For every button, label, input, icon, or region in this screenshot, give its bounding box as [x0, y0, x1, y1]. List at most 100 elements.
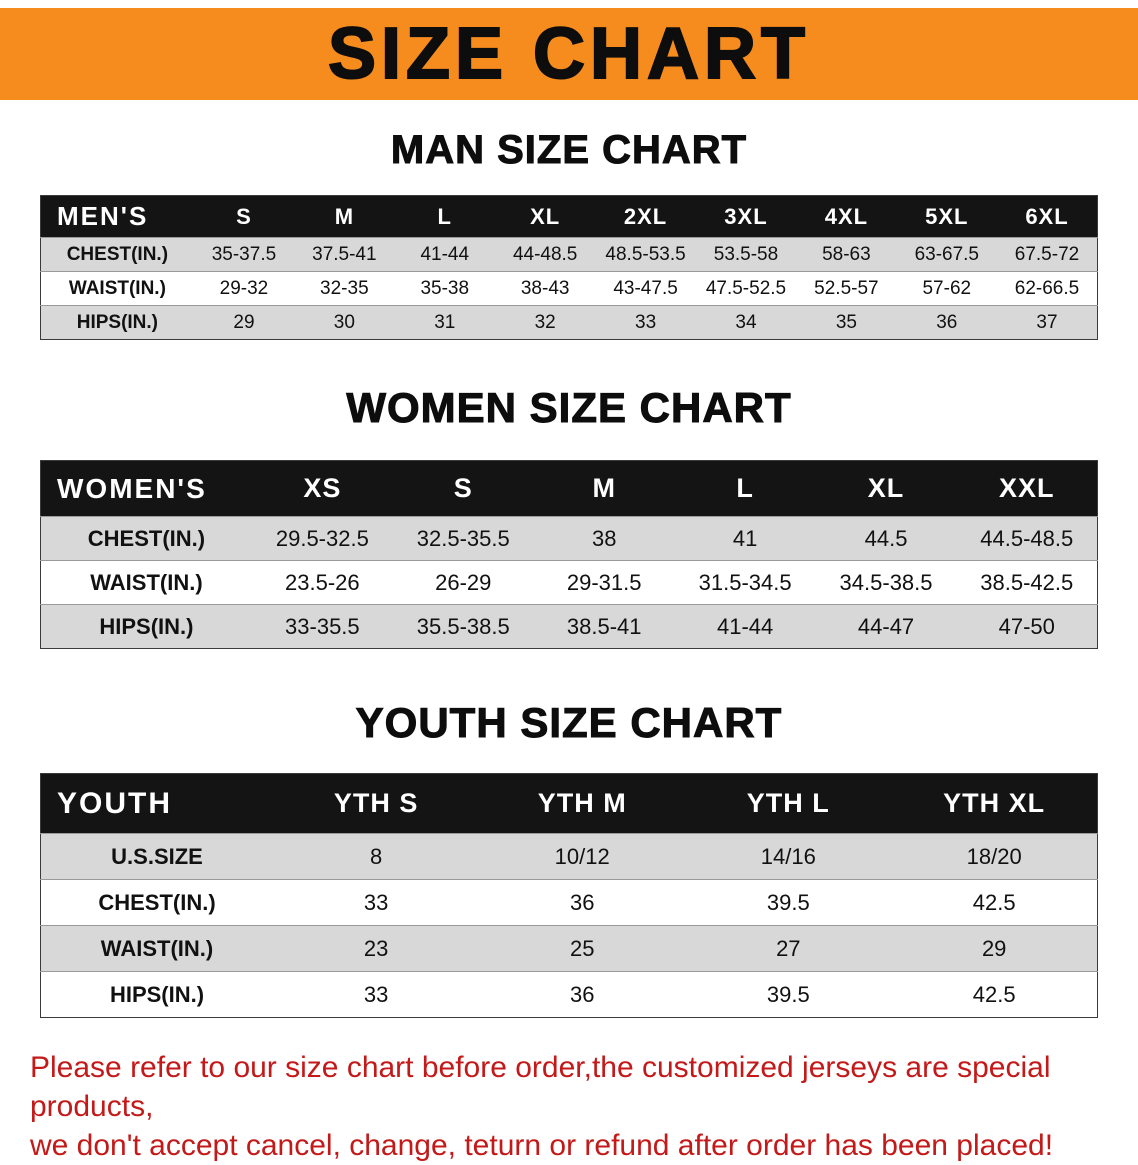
- size-header-cell: M: [334, 203, 355, 229]
- row-label-cell: HIPS(IN.): [76, 311, 159, 333]
- size-value-cell: 52.5-57: [814, 277, 879, 299]
- row-label-cell: WAIST(IN.): [100, 935, 214, 961]
- size-header-cell: L: [736, 473, 754, 503]
- size-header-cell: 4XL: [824, 203, 869, 229]
- size-header-cell: 6XL: [1025, 203, 1069, 229]
- table-row: WAIST(IN.) 29-32 32-35 35-38 38-43 43-47.5 47.…: [40, 271, 1098, 306]
- size-value-cell: 31: [434, 311, 456, 333]
- size-header-cell: XL: [867, 473, 905, 503]
- size-value-cell: 30: [333, 311, 355, 333]
- size-value-cell: 41-44: [716, 613, 774, 639]
- table-row: HIPS(IN.) 29 30 31 32 33 34 35 36 37: [40, 305, 1098, 340]
- size-value-cell: 33: [635, 311, 657, 333]
- size-value-cell: 29: [233, 311, 255, 333]
- size-header-cell: L: [437, 203, 452, 229]
- size-value-cell: 38-43: [520, 277, 570, 299]
- disclaimer-note: Please refer to our size chart before or…: [30, 1048, 1115, 1165]
- table-row: WAIST(IN.) 23.5-26 26-29 29-31.5 31.5-34.5 34…: [40, 560, 1098, 605]
- size-value-cell: 36: [569, 889, 595, 915]
- size-header-cell: S: [453, 473, 473, 503]
- size-header-cell: XS: [303, 473, 342, 503]
- size-value-cell: 31.5-34.5: [698, 569, 792, 595]
- size-value-cell: 36: [936, 311, 958, 333]
- size-value-cell: 47-50: [998, 613, 1055, 639]
- size-header-cell: M: [592, 473, 616, 503]
- size-value-cell: 14/16: [760, 843, 816, 869]
- size-value-cell: 10/12: [554, 843, 610, 869]
- youth-size-section: YOUTH SIZE CHART YOUTH YTH S YTH M YTH L YTH…: [0, 699, 1138, 1018]
- size-value-cell: 33: [363, 981, 389, 1007]
- size-value-cell: 35-37.5: [211, 243, 277, 265]
- table-header-row: WOMEN'S XS S M L XL XXL: [40, 460, 1098, 517]
- banner-title: SIZE CHART: [327, 14, 810, 94]
- size-value-cell: 67.5-72: [1014, 243, 1080, 265]
- size-value-cell: 8: [369, 843, 383, 869]
- size-value-cell: 34.5-38.5: [839, 569, 933, 595]
- size-value-cell: 44-47: [857, 613, 915, 639]
- table-row: CHEST(IN.) 35-37.5 37.5-41 41-44 44-48.5 48.5…: [40, 237, 1098, 272]
- row-label-cell: WAIST(IN.): [68, 277, 166, 299]
- size-value-cell: 29: [981, 935, 1007, 961]
- women-size-section: WOMEN SIZE CHART WOMEN'S XS S M L XL XXL CHEST(…: [0, 384, 1138, 649]
- women-size-chart-heading: WOMEN SIZE CHART: [346, 384, 792, 432]
- banner: SIZE CHART: [0, 8, 1138, 100]
- size-value-cell: 29.5-32.5: [275, 525, 369, 551]
- disclaimer-line-1: Please refer to our size chart before or…: [30, 1051, 1051, 1123]
- size-value-cell: 48.5-53.5: [605, 243, 686, 265]
- size-value-cell: 42.5: [972, 981, 1016, 1007]
- size-header-cell: YTH S: [333, 788, 419, 818]
- table-row: CHEST(IN.) 29.5-32.5 32.5-35.5 38 41 44.5 44.5…: [40, 516, 1098, 561]
- size-header-cell: XL: [530, 203, 561, 229]
- size-value-cell: 33: [363, 889, 389, 915]
- size-value-cell: 58-63: [822, 243, 871, 265]
- size-header-cell: XXL: [998, 473, 1055, 503]
- size-value-cell: 33-35.5: [285, 613, 360, 639]
- size-header-cell: YTH M: [537, 788, 627, 818]
- row-label-cell: WAIST(IN.): [90, 569, 203, 595]
- size-value-cell: 38: [591, 525, 617, 551]
- row-label-cell: HIPS(IN.): [109, 981, 205, 1007]
- size-header-cell: 2XL: [623, 203, 668, 229]
- size-value-cell: 39.5: [766, 889, 810, 915]
- row-label-cell: CHEST(IN.): [66, 243, 169, 265]
- size-value-cell: 32-35: [320, 277, 369, 299]
- size-value-cell: 44.5-48.5: [980, 525, 1074, 551]
- table-title-cell: YOUTH: [57, 786, 172, 820]
- men-size-section: MAN SIZE CHART MEN'S S M L XL 2XL 3XL 4XL 5XL 6XL…: [0, 128, 1138, 340]
- size-chart-page: SIZE CHART MAN SIZE CHART MEN'S S M L XL 2XL 3…: [0, 8, 1138, 1165]
- table-row: HIPS(IN.) 33-35.5 35.5-38.5 38.5-41 41-44 44-…: [40, 604, 1098, 649]
- size-value-cell: 35-38: [420, 277, 470, 299]
- row-label-cell: CHEST(IN.): [98, 889, 216, 915]
- size-value-cell: 41-44: [420, 243, 470, 265]
- size-value-cell: 26-29: [435, 569, 492, 595]
- size-header-cell: S: [236, 203, 252, 229]
- table-row: WAIST(IN.) 23 25 27 29: [40, 925, 1098, 972]
- size-value-cell: 44-48.5: [512, 243, 578, 265]
- men-size-chart-heading: MAN SIZE CHART: [390, 128, 748, 173]
- youth-size-chart-heading: YOUTH SIZE CHART: [355, 699, 783, 747]
- table-header-row: MEN'S S M L XL 2XL 3XL 4XL 5XL 6XL: [40, 195, 1098, 238]
- size-value-cell: 44.5: [864, 525, 908, 551]
- size-value-cell: 37: [1036, 311, 1058, 333]
- size-value-cell: 35.5-38.5: [416, 613, 510, 639]
- size-value-cell: 36: [569, 981, 595, 1007]
- row-label-cell: U.S.SIZE: [111, 843, 203, 869]
- size-value-cell: 35: [835, 311, 857, 333]
- size-value-cell: 38.5-42.5: [980, 569, 1074, 595]
- size-value-cell: 63-67.5: [914, 243, 980, 265]
- size-value-cell: 57-62: [922, 277, 972, 299]
- men-size-table: MEN'S S M L XL 2XL 3XL 4XL 5XL 6XL CHEST(IN.) 35-37…: [40, 195, 1098, 340]
- youth-size-table: YOUTH YTH S YTH M YTH L YTH XL U.S.SIZE 8 10/12…: [40, 773, 1098, 1018]
- size-value-cell: 32: [534, 311, 556, 333]
- table-header-row: YOUTH YTH S YTH M YTH L YTH XL: [40, 773, 1098, 834]
- size-value-cell: 25: [569, 935, 595, 961]
- size-value-cell: 18/20: [966, 843, 1022, 869]
- size-header-cell: 3XL: [724, 203, 768, 229]
- size-header-cell: YTH XL: [943, 788, 1046, 818]
- women-size-table: WOMEN'S XS S M L XL XXL CHEST(IN.) 29.5-32.5 32.5…: [40, 460, 1098, 649]
- size-value-cell: 42.5: [972, 889, 1016, 915]
- size-header-cell: YTH L: [746, 788, 830, 818]
- size-header-cell: 5XL: [925, 203, 969, 229]
- size-value-cell: 34: [735, 311, 757, 333]
- table-row: HIPS(IN.) 33 36 39.5 42.5: [40, 971, 1098, 1018]
